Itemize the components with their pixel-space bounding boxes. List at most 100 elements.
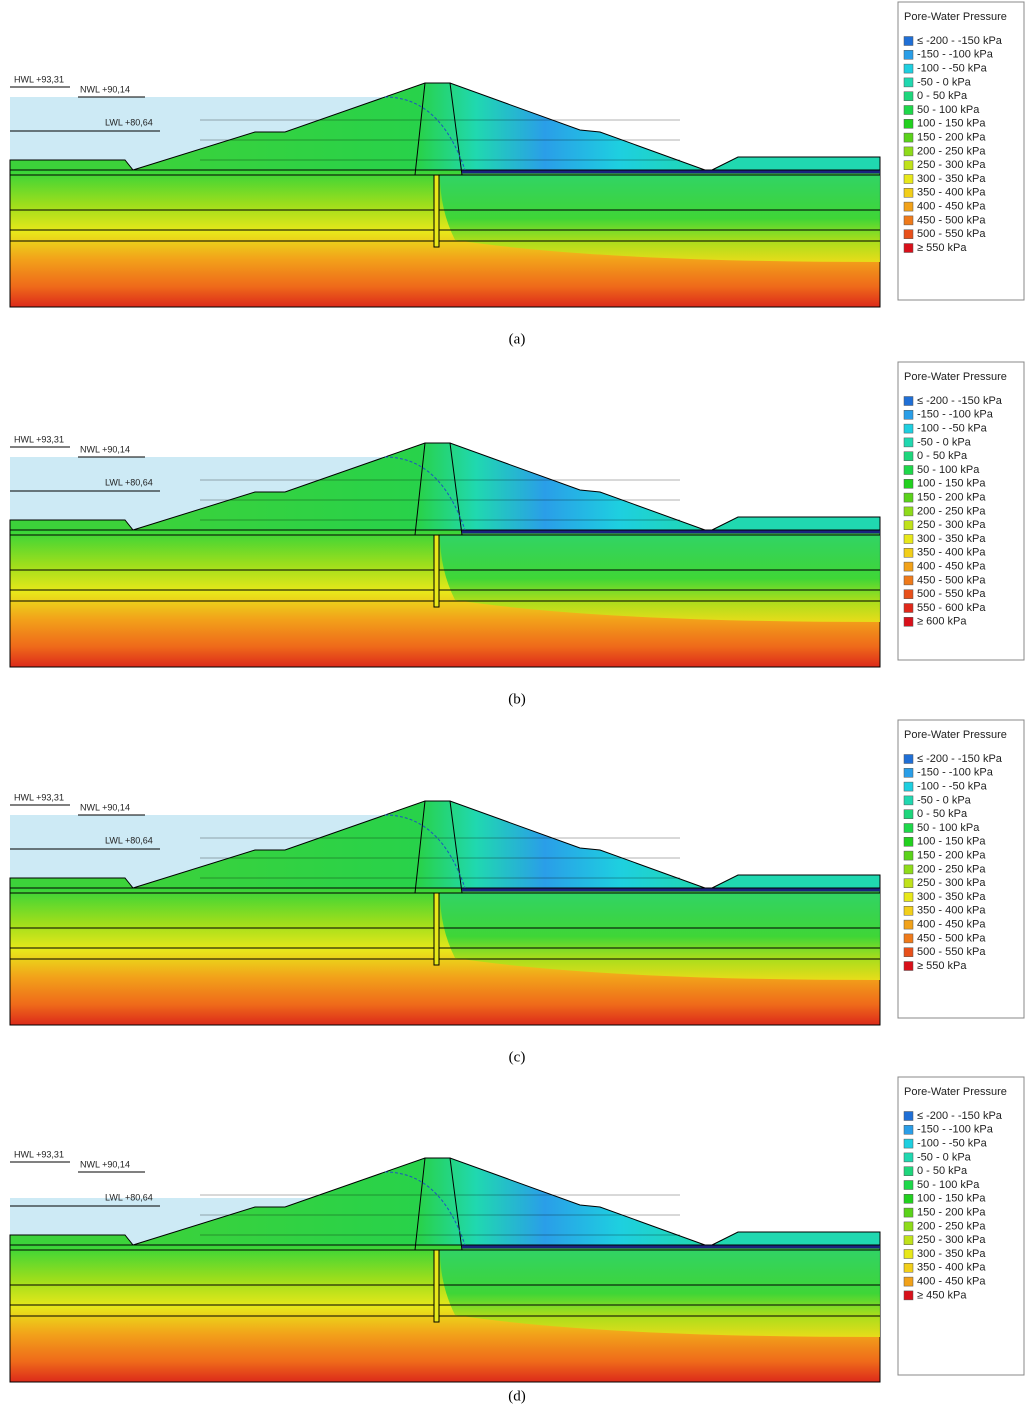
water-level-label: LWL +80,64 bbox=[105, 117, 153, 127]
legend-swatch bbox=[903, 603, 914, 613]
legend-label: 450 - 500 kPa bbox=[917, 214, 986, 226]
legend-title: Pore-Water Pressure bbox=[904, 11, 1007, 23]
legend-label: 400 - 450 kPa bbox=[917, 561, 986, 573]
caption: (d) bbox=[508, 1388, 526, 1404]
legend-swatch bbox=[903, 1111, 914, 1121]
legend-label: 200 - 250 kPa bbox=[917, 1220, 986, 1232]
legend-swatch bbox=[903, 947, 914, 957]
legend-swatch bbox=[903, 823, 914, 833]
legend-label: 50 - 100 kPa bbox=[917, 464, 980, 476]
legend-swatch bbox=[903, 781, 914, 792]
downstream-platform bbox=[711, 516, 881, 531]
legend-label: 250 - 300 kPa bbox=[917, 159, 986, 171]
legend-label: 100 - 150 kPa bbox=[917, 478, 986, 490]
legend-label: -100 - -50 kPa bbox=[917, 63, 988, 75]
legend-swatch bbox=[903, 50, 914, 60]
legend-label: 50 - 100 kPa bbox=[917, 104, 980, 116]
legend-label: 50 - 100 kPa bbox=[917, 1179, 980, 1191]
legend-label: 350 - 400 kPa bbox=[917, 905, 986, 917]
legend-swatch bbox=[903, 492, 914, 503]
legend-label: 500 - 550 kPa bbox=[917, 228, 986, 240]
legend-swatch bbox=[903, 795, 914, 806]
legend-swatch bbox=[903, 754, 914, 764]
water-level-label: LWL +80,64 bbox=[105, 477, 153, 487]
legend-title: Pore-Water Pressure bbox=[904, 1086, 1007, 1098]
legend-label: 500 - 550 kPa bbox=[917, 946, 986, 958]
legend-swatch bbox=[903, 77, 914, 88]
water-level-label: NWL +90,14 bbox=[80, 802, 130, 812]
legend-swatch bbox=[903, 229, 914, 239]
legend-swatch bbox=[903, 1290, 914, 1301]
phreatic-line bbox=[384, 1171, 466, 1246]
legend-swatch bbox=[903, 1166, 914, 1176]
legend-label: 100 - 150 kPa bbox=[917, 836, 986, 848]
legend-swatch bbox=[903, 105, 914, 115]
legend-swatch bbox=[903, 837, 914, 847]
legend-swatch bbox=[903, 201, 914, 212]
legend-box bbox=[897, 1076, 1025, 1376]
legend-swatch bbox=[903, 878, 914, 888]
legend-label: -100 - -50 kPa bbox=[917, 781, 988, 793]
panel: HWL +93,31 NWL +90,14 LWL +80,64 Pore-Water… bbox=[9, 719, 1025, 1065]
legend-swatch bbox=[903, 589, 914, 599]
legend-label: 250 - 300 kPa bbox=[917, 519, 986, 531]
legend-label: 450 - 500 kPa bbox=[917, 574, 986, 586]
legend-swatch bbox=[903, 1263, 914, 1273]
legend-swatch bbox=[903, 520, 914, 530]
legend-label: 150 - 200 kPa bbox=[917, 1207, 986, 1219]
legend-label: 250 - 300 kPa bbox=[917, 1234, 986, 1246]
legend-label: 50 - 100 kPa bbox=[917, 822, 980, 834]
legend-label: 200 - 250 kPa bbox=[917, 145, 986, 157]
legend-swatch bbox=[903, 479, 914, 489]
upstream-platform bbox=[9, 159, 135, 171]
legend-swatch bbox=[903, 864, 914, 875]
legend-label: -50 - 0 kPa bbox=[917, 794, 972, 806]
legend-label: 500 - 550 kPa bbox=[917, 588, 986, 600]
legend-label: 250 - 300 kPa bbox=[917, 877, 986, 889]
legend-label: -100 - -50 kPa bbox=[917, 423, 988, 435]
legend-swatch bbox=[903, 961, 914, 971]
panel: HWL +93,31 NWL +90,14 LWL +80,64 Pore-Water… bbox=[9, 1, 1025, 347]
legend-swatch bbox=[903, 215, 914, 226]
cutoff-wall bbox=[433, 174, 440, 248]
upstream-platform bbox=[9, 519, 135, 531]
legend-label: -50 - 0 kPa bbox=[917, 1151, 972, 1163]
legend-swatch bbox=[903, 809, 914, 819]
legend-swatch bbox=[903, 548, 914, 558]
water-level-label: LWL +80,64 bbox=[105, 835, 153, 845]
legend-swatch bbox=[903, 850, 914, 861]
legend-label: -100 - -50 kPa bbox=[917, 1138, 988, 1150]
legend-swatch bbox=[903, 465, 914, 475]
legend-label: 350 - 400 kPa bbox=[917, 1262, 986, 1274]
legend-swatch bbox=[903, 1221, 914, 1232]
water-level-label: LWL +80,64 bbox=[105, 1192, 153, 1202]
legend-swatch bbox=[903, 91, 914, 101]
legend-label: 0 - 50 kPa bbox=[917, 1165, 968, 1177]
legend-box bbox=[897, 361, 1025, 661]
legend-swatch bbox=[903, 768, 914, 778]
foundation-downstream bbox=[440, 175, 880, 262]
legend-label: 200 - 250 kPa bbox=[917, 863, 986, 875]
legend-label: ≥ 550 kPa bbox=[917, 960, 967, 972]
foundation-downstream bbox=[440, 893, 880, 980]
legend-swatch bbox=[903, 1138, 914, 1149]
legend-label: -50 - 0 kPa bbox=[917, 76, 972, 88]
legend-label: ≥ 450 kPa bbox=[917, 1289, 967, 1301]
downstream-platform bbox=[711, 874, 881, 889]
legend-swatch bbox=[903, 174, 914, 184]
cutoff-wall bbox=[433, 1249, 440, 1323]
legend-label: -150 - -100 kPa bbox=[917, 409, 994, 421]
legend-swatch bbox=[903, 933, 914, 944]
foundation-downstream bbox=[440, 535, 880, 622]
legend-swatch bbox=[903, 575, 914, 586]
legend-label: 150 - 200 kPa bbox=[917, 850, 986, 862]
caption: (a) bbox=[509, 331, 526, 347]
water-level-label: HWL +93,31 bbox=[14, 1149, 64, 1159]
legend-label: 450 - 500 kPa bbox=[917, 932, 986, 944]
cutoff-wall bbox=[433, 892, 440, 966]
downstream-platform bbox=[711, 1231, 881, 1246]
upstream-platform bbox=[9, 877, 135, 889]
legend-swatch bbox=[903, 146, 914, 157]
legend-label: 300 - 350 kPa bbox=[917, 891, 986, 903]
